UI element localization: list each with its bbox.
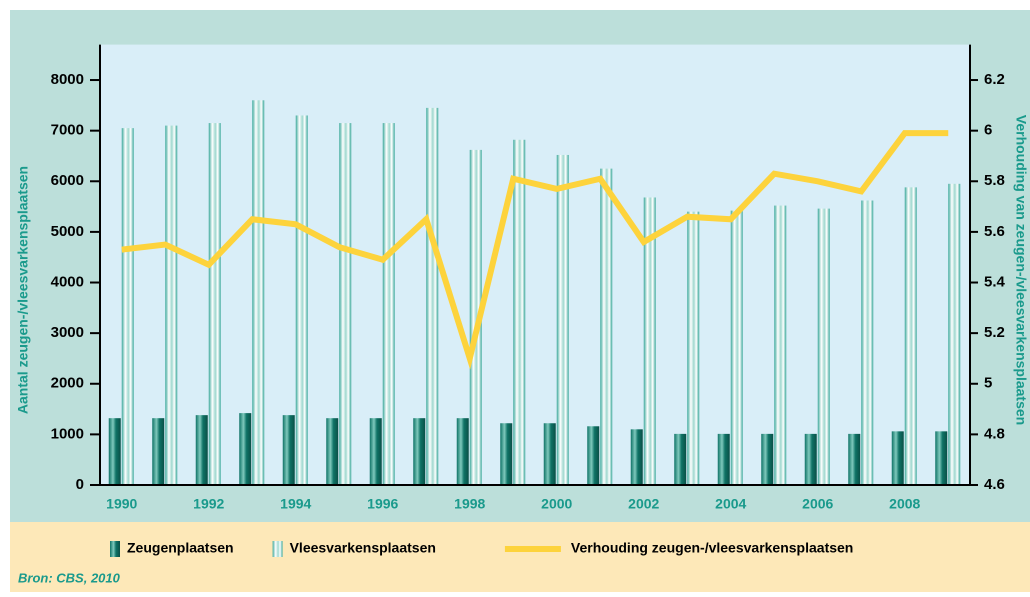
x-tick-label: 2004: [715, 496, 746, 512]
y2-tick-label: 5: [984, 375, 992, 392]
bar: [339, 123, 352, 485]
legend-swatch: [272, 541, 283, 557]
y-tick-label: 3000: [51, 324, 84, 341]
bar: [848, 433, 861, 485]
y-tick-label: 4000: [51, 273, 84, 290]
source-note: Bron: CBS, 2010: [18, 570, 121, 585]
y2-tick-label: 5.6: [984, 223, 1005, 240]
bar: [643, 197, 656, 485]
x-tick-label: 1998: [454, 496, 485, 512]
bar: [891, 431, 904, 485]
x-tick-label: 2006: [802, 496, 833, 512]
y-tick-label: 1000: [51, 425, 84, 442]
plot-area: [100, 44, 970, 485]
y2-tick-label: 4.8: [984, 425, 1005, 442]
bar: [513, 139, 526, 485]
y2-tick-label: 5.4: [984, 273, 1006, 290]
legend-swatch: [110, 541, 120, 557]
bar: [382, 123, 395, 485]
y2-tick-label: 4.6: [984, 476, 1005, 493]
bar: [904, 187, 917, 485]
bar: [630, 429, 643, 485]
bar: [687, 211, 700, 486]
bar: [152, 418, 165, 485]
bar: [282, 415, 295, 485]
bar: [121, 128, 134, 485]
x-tick-label: 2008: [889, 496, 920, 512]
bar: [674, 433, 687, 485]
x-tick-label: 1994: [280, 496, 311, 512]
bar: [543, 423, 556, 485]
bar: [469, 149, 482, 485]
ratio-line: [121, 130, 949, 370]
bar: [587, 426, 600, 485]
y2-axis-label: Verhouding van zeugen-/vleesvarkensplaat…: [1013, 115, 1029, 425]
bar: [456, 418, 469, 485]
y-tick-label: 2000: [51, 375, 84, 392]
bar: [600, 168, 613, 485]
bar: [948, 183, 961, 486]
bar: [165, 125, 178, 485]
bar: [426, 107, 439, 486]
bar: [108, 418, 121, 485]
bar: [935, 431, 948, 485]
x-tick-label: 2000: [541, 496, 572, 512]
bar: [500, 423, 513, 485]
x-tick-label: 1990: [106, 496, 137, 512]
y2-tick-label: 5.8: [984, 172, 1005, 189]
y2-tick-label: 6: [984, 122, 992, 139]
bar: [326, 418, 339, 485]
x-tick-label: 1992: [193, 496, 224, 512]
y2-tick-label: 6.2: [984, 71, 1005, 88]
y-tick-label: 8000: [51, 71, 84, 88]
legend-label: Vleesvarkensplaatsen: [290, 540, 436, 556]
legend-background: [10, 522, 1030, 592]
x-tick-label: 2002: [628, 496, 659, 512]
bar: [861, 200, 874, 485]
bar: [369, 418, 382, 485]
bar: [761, 433, 774, 485]
y2-tick-label: 5.2: [984, 324, 1005, 341]
bar: [413, 418, 426, 485]
x-tick-label: 1996: [367, 496, 398, 512]
bar: [195, 415, 208, 485]
legend-label: Zeugenplaatsen: [127, 540, 234, 556]
y-tick-label: 6000: [51, 172, 84, 189]
bar: [817, 208, 830, 486]
y-axis-label: Aantal zeugen-/vleesvarkensplaatsen: [15, 166, 31, 414]
legend-label: Verhouding zeugen-/vleesvarkensplaatsen: [571, 540, 853, 556]
bar: [208, 123, 221, 485]
bar: [239, 413, 252, 485]
bar: [295, 115, 308, 485]
bar: [730, 210, 743, 485]
bar: [556, 154, 569, 485]
bar: [717, 433, 730, 485]
bar: [804, 433, 817, 485]
y-tick-label: 7000: [51, 122, 84, 139]
bar: [774, 205, 787, 485]
y-tick-label: 5000: [51, 223, 84, 240]
y-tick-label: 0: [76, 476, 84, 493]
bar: [252, 100, 265, 485]
